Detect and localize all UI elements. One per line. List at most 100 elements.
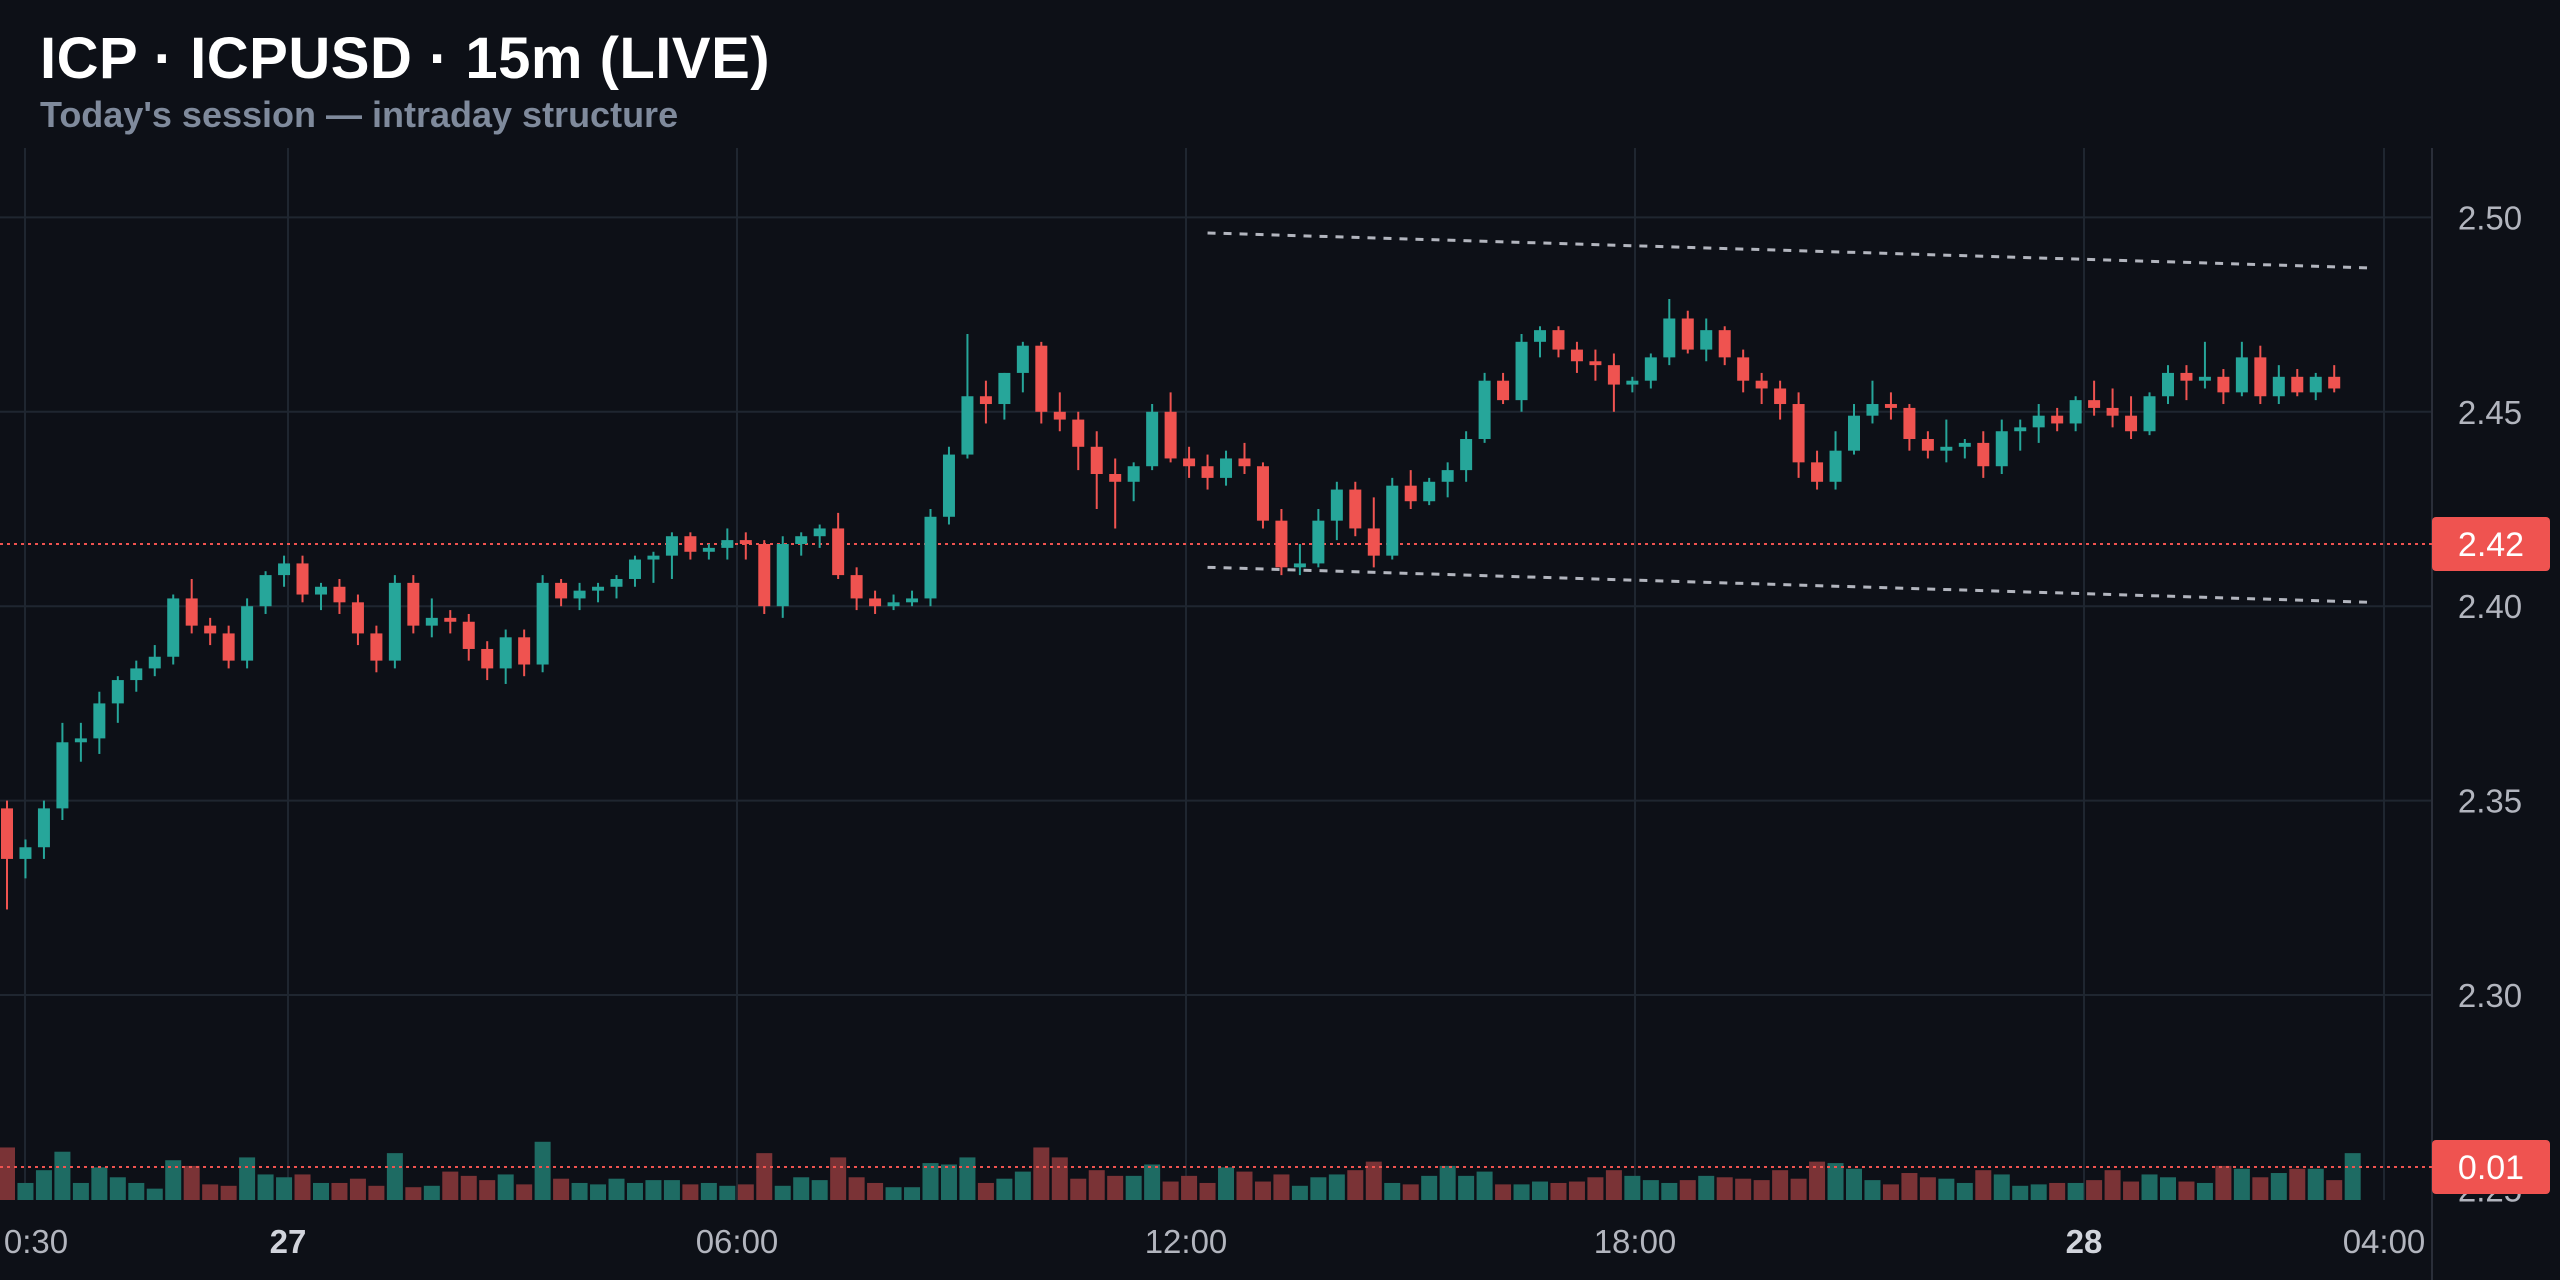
volume-bar (2233, 1168, 2250, 1200)
volume-bar (72, 1182, 89, 1200)
candle-body (1460, 439, 1473, 471)
price-tick-label: 2.35 (2458, 783, 2522, 820)
time-tick-label: 04:00 (2343, 1223, 2426, 1260)
volume-bar (1365, 1161, 1382, 1200)
candle-body (1552, 330, 1565, 350)
volume-bar (349, 1178, 366, 1200)
volume-bar (1125, 1175, 1142, 1200)
candle-body (1811, 462, 1824, 482)
candle-body (2217, 376, 2230, 393)
volume-bar (1162, 1181, 1179, 1200)
volume-bar (1605, 1170, 1622, 1200)
volume-bar (608, 1178, 625, 1200)
volume-bar (1088, 1170, 1105, 1200)
candle-body (1570, 349, 1583, 362)
candle-body (1, 808, 13, 859)
volume-bar (645, 1180, 662, 1200)
volume-bar (1993, 1174, 2010, 1200)
volume-bar (35, 1170, 52, 1200)
volume-bar (202, 1184, 219, 1200)
candle-body (1534, 330, 1547, 342)
volume-bar (774, 1185, 791, 1200)
candle-body (610, 578, 623, 587)
candle-body (93, 703, 106, 739)
volume-bar (2344, 1153, 2361, 1200)
volume-bar (1439, 1165, 1456, 1200)
volume-bar (2049, 1182, 2066, 1200)
trendline-lower (1207, 565, 2372, 604)
volume-bar (54, 1151, 71, 1200)
volume-bar (405, 1187, 422, 1200)
candle-body (518, 637, 531, 665)
volume-bar (904, 1187, 921, 1200)
volume-bar (2086, 1180, 2103, 1200)
candle-body (185, 598, 198, 626)
candle-body (1146, 411, 1159, 467)
volume-bar (1328, 1174, 1345, 1200)
volume-bar (0, 1147, 15, 1200)
volume-bar (1495, 1184, 1512, 1200)
volume-bar (497, 1174, 514, 1200)
candle-body (1220, 458, 1233, 478)
volume-bar (220, 1185, 237, 1200)
candle-body (1386, 485, 1399, 556)
price-axis: 2.302.352.402.452.502.25 (2458, 199, 2522, 1208)
candle-body (56, 742, 69, 809)
candle-body (1183, 458, 1196, 467)
candle-body (1497, 380, 1510, 401)
candle-body (1016, 345, 1029, 373)
volume-bar (1347, 1170, 1364, 1200)
volume-bar (1199, 1182, 1216, 1200)
candle-body (499, 637, 512, 669)
volume-bar (1975, 1170, 1992, 1200)
candle-body (2014, 427, 2027, 432)
candle-body (167, 598, 180, 657)
last-volume-badge (2432, 1140, 2550, 1194)
volume-bar (1310, 1177, 1327, 1200)
candle-body (1053, 411, 1066, 420)
volume-bar (91, 1167, 108, 1200)
candle-body (370, 633, 383, 661)
candle-body (222, 633, 235, 661)
volume-bar (1402, 1184, 1419, 1200)
volume-bar (2104, 1170, 2121, 1200)
candle-body (2161, 372, 2174, 397)
volume-bar (165, 1160, 182, 1200)
volume-bar (1070, 1178, 1087, 1200)
volume-bar (1716, 1177, 1733, 1200)
time-tick-label: 28 (2066, 1223, 2103, 1260)
candle-body (1441, 470, 1454, 482)
candle-body (1626, 380, 1639, 385)
candle-body (148, 656, 161, 669)
volume-bar (1421, 1175, 1438, 1200)
volume-bar (867, 1182, 884, 1200)
volume-bar (1550, 1182, 1567, 1200)
candle-body (628, 559, 641, 579)
volume-bar (1846, 1168, 1862, 1200)
volume-bar (1033, 1147, 1050, 1200)
last-price-label: 2.42 (2458, 526, 2524, 564)
candle-body (2143, 396, 2156, 432)
candle-body (1848, 415, 1860, 451)
volume-bar (700, 1182, 717, 1200)
volume-bar (1051, 1157, 1068, 1200)
candle-body (1035, 345, 1048, 412)
time-tick-label: 06:00 (696, 1223, 779, 1260)
candle-body (444, 617, 457, 622)
volume-bar (239, 1157, 256, 1200)
candle-body (2272, 376, 2285, 397)
volume-bar (1254, 1181, 1271, 1200)
volume-bar (571, 1182, 588, 1200)
volume-bar (2289, 1168, 2306, 1200)
volume-bar (2067, 1182, 2084, 1200)
volume-bar (1236, 1171, 1253, 1200)
candle-body (1367, 528, 1380, 556)
candle-body (1109, 474, 1122, 482)
price-tick-label: 2.45 (2458, 394, 2522, 431)
volume-bar (2326, 1180, 2343, 1200)
candle-body (1774, 388, 1787, 405)
volume-bar (516, 1184, 533, 1200)
candle-body (2254, 357, 2267, 397)
candle-body (2069, 400, 2082, 424)
